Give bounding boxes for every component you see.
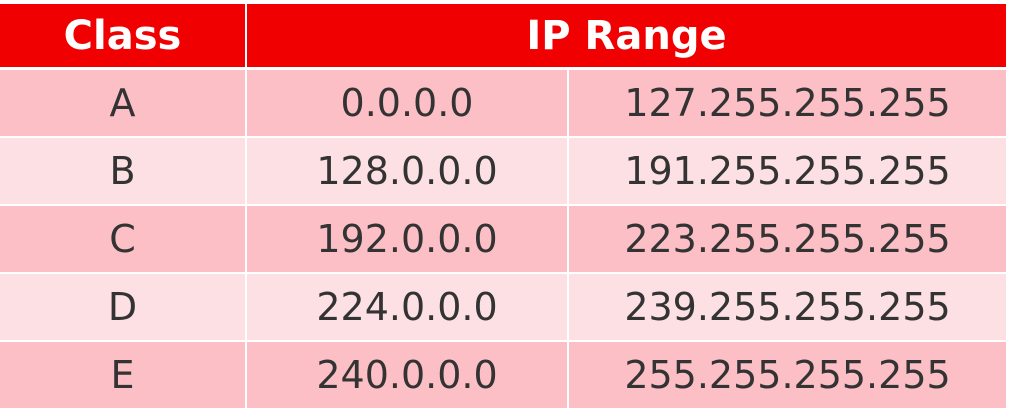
class-cell: C xyxy=(0,204,247,273)
class-cell: E xyxy=(0,340,247,408)
table-row: E 240.0.0.0 255.255.255.255 xyxy=(0,340,1006,408)
range-end-cell: 255.255.255.255 xyxy=(568,340,1006,408)
range-start-cell: 192.0.0.0 xyxy=(246,204,569,273)
table-row: D 224.0.0.0 239.255.255.255 xyxy=(0,272,1006,341)
range-end-cell: 223.255.255.255 xyxy=(568,204,1006,273)
range-end-cell: 191.255.255.255 xyxy=(568,136,1006,205)
header-ip-range: IP Range xyxy=(246,4,1006,70)
range-end-cell: 127.255.255.255 xyxy=(568,67,1006,137)
range-start-cell: 0.0.0.0 xyxy=(246,67,569,137)
class-cell: D xyxy=(0,272,247,341)
table-row: C 192.0.0.0 223.255.255.255 xyxy=(0,204,1006,273)
class-cell: B xyxy=(0,136,247,205)
range-start-cell: 224.0.0.0 xyxy=(246,272,569,341)
ip-class-table-container: Class IP Range A 0.0.0.0 127.255.255.255… xyxy=(0,4,1006,408)
table-row: B 128.0.0.0 191.255.255.255 xyxy=(0,136,1006,205)
table-header: Class IP Range xyxy=(0,4,1006,70)
table-row: A 0.0.0.0 127.255.255.255 xyxy=(0,67,1006,137)
range-end-cell: 239.255.255.255 xyxy=(568,272,1006,341)
ip-class-table: Class IP Range A 0.0.0.0 127.255.255.255… xyxy=(0,4,1006,408)
header-row: Class IP Range xyxy=(0,4,1006,70)
header-class: Class xyxy=(0,4,247,70)
range-start-cell: 128.0.0.0 xyxy=(246,136,569,205)
table-body: A 0.0.0.0 127.255.255.255 B 128.0.0.0 19… xyxy=(0,67,1006,408)
range-start-cell: 240.0.0.0 xyxy=(246,340,569,408)
class-cell: A xyxy=(0,67,247,137)
